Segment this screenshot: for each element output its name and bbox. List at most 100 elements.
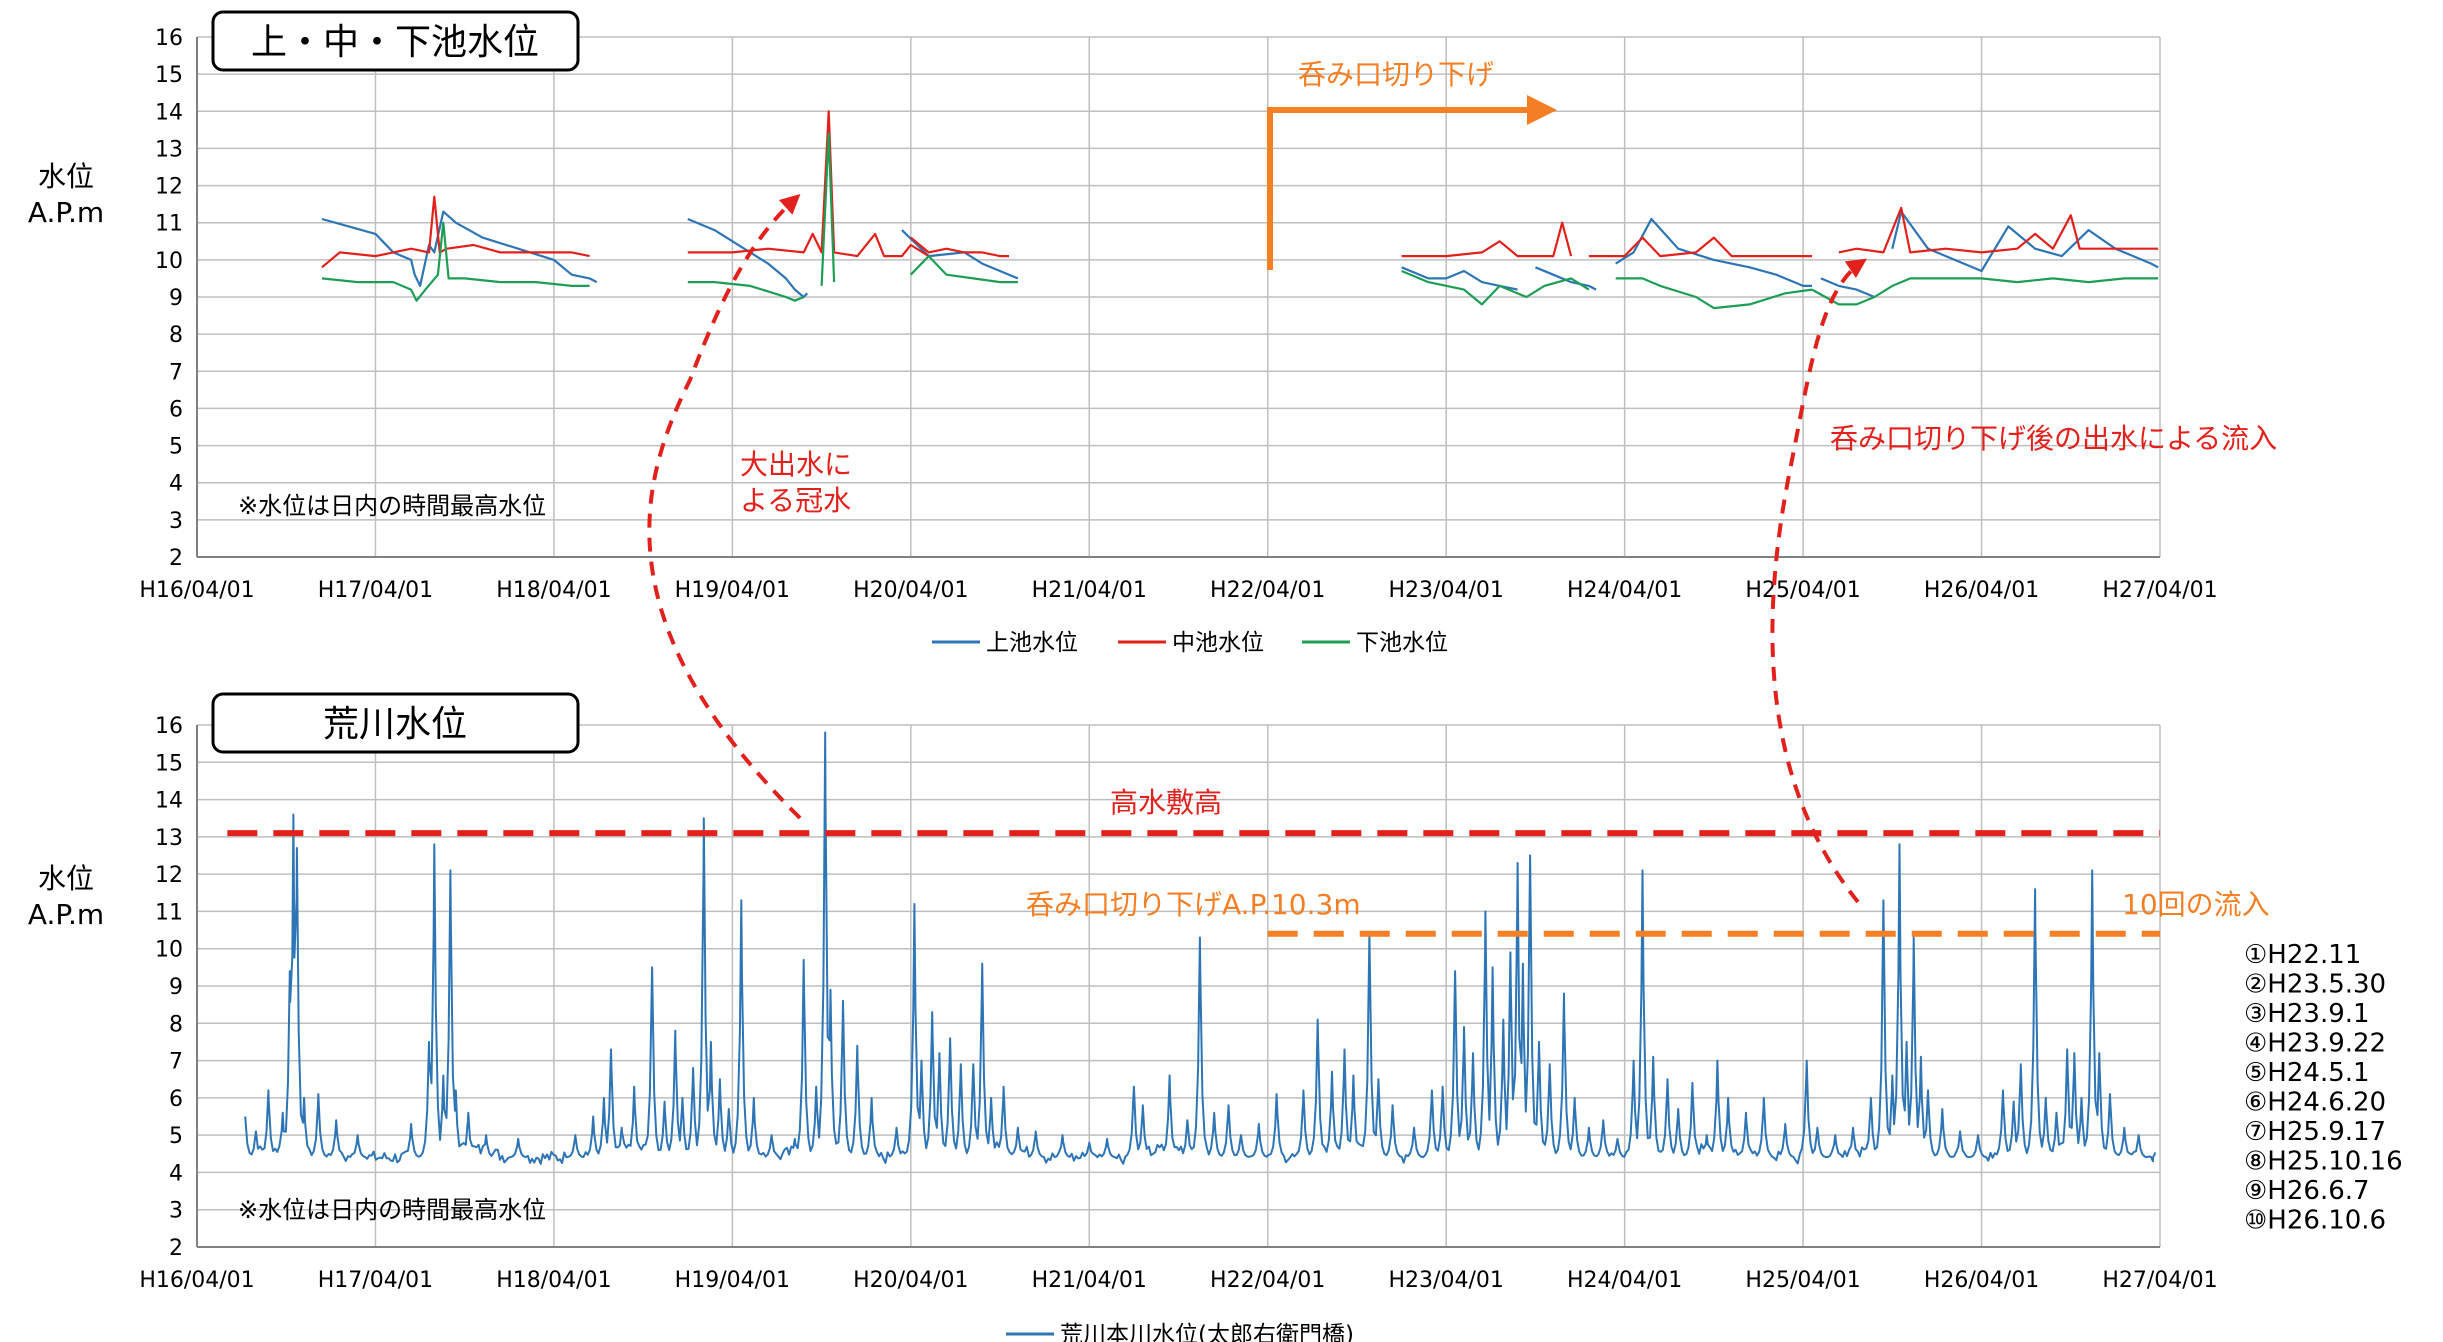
series-line-0: [1615, 217, 1812, 287]
x-tick-label: H19/04/01: [675, 578, 790, 603]
series-line-2: [820, 132, 836, 286]
x-tick-label: H20/04/01: [853, 578, 968, 603]
x-tick-label: H26/04/01: [1924, 578, 2039, 603]
y-tick-label: 16: [155, 714, 183, 739]
arakawa-series-line: [244, 731, 2157, 1165]
y-tick-label: 14: [155, 789, 183, 814]
x-tick-label: H21/04/01: [1032, 578, 1147, 603]
bottom-series: [244, 731, 2157, 1165]
x-tick-label: H24/04/01: [1567, 1268, 1682, 1293]
y-tick-label: 4: [169, 1161, 183, 1186]
x-tick-label: H17/04/01: [318, 1268, 433, 1293]
high-water-bed-label: 高水敷高: [1110, 786, 1222, 819]
x-tick-label: H25/04/01: [1745, 578, 1860, 603]
y-tick-label: 16: [155, 26, 183, 51]
y-tick-label: 10: [155, 249, 183, 274]
inflow-event-item: ④H23.9.22: [2244, 1029, 2386, 1059]
y-tick-label: 12: [155, 175, 183, 200]
x-tick-label: H23/04/01: [1389, 578, 1504, 603]
series-line-2: [910, 255, 1018, 284]
y-tick-label: 7: [169, 1050, 183, 1075]
top-title-box: [211, 10, 580, 72]
intake-cut-label: 呑み口切り下げ: [1298, 58, 1494, 91]
y-tick-label: 5: [169, 435, 183, 460]
x-tick-label: H20/04/01: [853, 1268, 968, 1293]
x-tick-label: H26/04/01: [1924, 1268, 2039, 1293]
y-tick-label: 8: [169, 323, 183, 348]
y-tick-label: 3: [169, 1199, 183, 1224]
inflow-event-item: ①H22.11: [2244, 940, 2361, 970]
legend-label-upper: 上池水位: [986, 630, 1078, 656]
y-tick-label: 14: [155, 100, 183, 125]
series-line-2: [687, 281, 805, 302]
top-grid: [196, 36, 2161, 558]
y-tick-label: 8: [169, 1012, 183, 1037]
inflow-events-list: ①H22.11②H23.5.30③H23.9.1④H23.9.22⑤H24.5.…: [2244, 940, 2403, 1236]
bottom-y-axis-label-1: 水位: [38, 862, 94, 895]
y-tick-label: 2: [169, 546, 183, 571]
x-tick-label: H27/04/01: [2102, 578, 2217, 603]
y-tick-label: 12: [155, 863, 183, 888]
legend-label-lower: 下池水位: [1356, 630, 1448, 656]
series-line-2: [321, 221, 590, 302]
y-tick-label: 7: [169, 360, 183, 385]
x-tick-label: H18/04/01: [496, 578, 611, 603]
bottom-y-axis-label-2: A.P.m: [28, 898, 104, 931]
x-tick-label: H27/04/01: [2102, 1268, 2217, 1293]
inflow-event-item: ⑤H24.5.1: [2244, 1058, 2370, 1088]
flood-arrow: [647, 193, 802, 820]
series-line-1: [1588, 236, 1812, 258]
legend-label-arakawa: 荒川本川水位(太郎右衛門橋): [1060, 1322, 1354, 1342]
series-line-0: [901, 229, 1019, 280]
bottom-reference-lines: [227, 830, 2160, 937]
series-line-2: [1401, 269, 1590, 306]
y-tick-label: 5: [169, 1124, 183, 1149]
bottom-title-box: [211, 692, 580, 754]
top-y-axis-label-1: 水位: [38, 160, 94, 193]
y-tick-label: 4: [169, 472, 183, 497]
y-tick-label: 13: [155, 137, 183, 162]
x-tick-label: H22/04/01: [1210, 578, 1325, 603]
x-tick-label: H22/04/01: [1210, 1268, 1325, 1293]
x-tick-label: H21/04/01: [1032, 1268, 1147, 1293]
x-tick-label: H23/04/01: [1389, 1268, 1504, 1293]
top-y-axis-label-2: A.P.m: [28, 196, 104, 229]
y-tick-label: 13: [155, 826, 183, 851]
bottom-y-ticks: 2 3 4 5 6 7 8 9 10 11 12 13 14 15 16: [155, 714, 183, 1261]
series-line-0: [1820, 277, 1875, 299]
inflow-event-item: ②H23.5.30: [2244, 970, 2386, 1000]
series-line-1: [687, 110, 930, 258]
intake-cut-level-label: 呑み口切り下げA.P.10.3m: [1026, 888, 1361, 921]
top-x-ticks: H16/04/01 H17/04/01 H18/04/01 H19/04/01 H20/…: [139, 578, 2217, 603]
y-tick-label: 10: [155, 938, 183, 963]
series-line-0: [1534, 266, 1597, 291]
bottom-grid: [196, 724, 2161, 1248]
y-tick-label: 6: [169, 397, 183, 422]
series-line-1: [910, 236, 1009, 258]
inflow-event-item: ⑧H25.10.16: [2244, 1147, 2403, 1177]
bottom-x-ticks: H16/04/01 H17/04/01 H18/04/01 H19/04/01 H20/…: [139, 1268, 2217, 1293]
inflow-after-label: 呑み口切り下げ後の出水による流入: [1830, 422, 2277, 455]
bottom-note: ※水位は日内の時間最高水位: [238, 1196, 546, 1224]
y-tick-label: 15: [155, 63, 183, 88]
series-line-2: [1811, 277, 2159, 306]
inflow-event-item: ③H23.9.1: [2244, 999, 2370, 1029]
intake-cut-arrow: [1267, 95, 1557, 270]
y-tick-label: 11: [155, 900, 183, 925]
series-line-2: [1615, 277, 1813, 310]
series-line-1: [1838, 206, 2159, 254]
top-y-ticks: 2 3 4 5 6 7 8 9 10 11 12 13 14 15 16: [155, 26, 183, 571]
y-tick-label: 9: [169, 975, 183, 1000]
inflow-count-label: 10回の流入: [2122, 888, 2270, 921]
top-legend: 上池水位 中池水位 下池水位: [932, 630, 1448, 656]
top-note: ※水位は日内の時間最高水位: [238, 492, 546, 520]
flood-label-2: よる冠水: [740, 484, 851, 517]
series-line-1: [1401, 221, 1573, 258]
x-tick-label: H16/04/01: [139, 1268, 254, 1293]
inflow-event-item: ⑦H25.9.17: [2244, 1117, 2386, 1147]
bottom-chart: 2 3 4 5 6 7 8 9 10 11 12 13 14 15 16 H16/04/01 H17/04/0…: [28, 692, 2403, 1342]
y-tick-label: 6: [169, 1087, 183, 1112]
bottom-legend: 荒川本川水位(太郎右衛門橋): [1006, 1322, 1354, 1342]
x-tick-label: H25/04/01: [1745, 1268, 1860, 1293]
